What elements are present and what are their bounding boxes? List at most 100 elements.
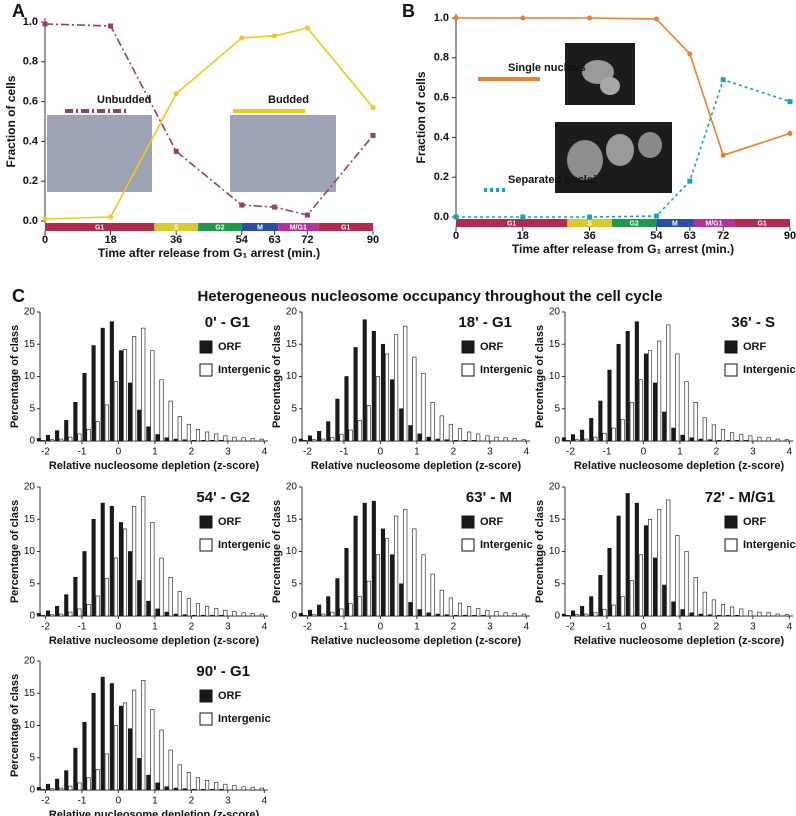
y-axis-label: Fraction of cells xyxy=(414,71,428,163)
x-tick-label: 72 xyxy=(717,230,729,242)
bar xyxy=(689,612,694,617)
bar xyxy=(150,350,155,442)
phase-bar xyxy=(693,219,735,227)
bar xyxy=(467,431,472,442)
y-tick-label: 10 xyxy=(24,720,36,731)
point xyxy=(653,213,659,219)
legend-label: ORF xyxy=(218,341,242,353)
bar xyxy=(584,438,589,442)
x-tick-label: 2 xyxy=(189,622,195,633)
y-tick-label: 0.6 xyxy=(434,92,449,104)
x-tick-label: 0 xyxy=(378,622,384,633)
bar xyxy=(634,502,639,617)
bar xyxy=(702,591,707,617)
bar xyxy=(95,421,100,442)
bar xyxy=(95,769,100,791)
x-tick-label: -2 xyxy=(566,447,575,458)
bar xyxy=(698,438,703,442)
bar xyxy=(362,319,367,442)
bar xyxy=(109,683,114,791)
bar xyxy=(321,438,326,442)
y-tick-label: 0.2 xyxy=(434,171,449,183)
bar xyxy=(339,434,344,442)
bar xyxy=(512,613,517,617)
legend-swatch xyxy=(199,363,213,377)
bar xyxy=(122,528,128,617)
bar xyxy=(259,613,264,617)
bar xyxy=(137,409,142,442)
bar xyxy=(481,615,486,617)
bar xyxy=(150,522,155,617)
y-axis-label: Percentage of class xyxy=(9,500,21,603)
y-axis-label: Fraction of cells xyxy=(4,75,18,167)
panel-title: Heterogeneous nucleosome occupancy throu… xyxy=(197,288,662,305)
x-tick-label: 3 xyxy=(487,447,493,458)
panel-title: 36' - S xyxy=(731,314,775,331)
x-tick-label: 54 xyxy=(650,230,663,242)
bar xyxy=(82,721,87,791)
bar xyxy=(223,435,228,442)
bar xyxy=(317,604,322,617)
bar xyxy=(40,789,45,791)
bar xyxy=(168,400,173,442)
bar xyxy=(684,381,689,442)
bar xyxy=(73,747,78,791)
panel-title: 54' - G2 xyxy=(196,489,250,506)
bar xyxy=(55,778,60,791)
bar xyxy=(59,438,64,442)
bar xyxy=(494,611,499,617)
x-tick-label: -1 xyxy=(602,447,611,458)
x-tick-label: 2 xyxy=(189,447,195,458)
x-tick-label: 63 xyxy=(684,230,696,242)
y-tick-label: 0.4 xyxy=(23,135,39,147)
phase-bar xyxy=(278,223,319,231)
bar xyxy=(186,772,191,791)
phase-bar xyxy=(318,223,373,231)
x-tick-label: -1 xyxy=(339,622,348,633)
bar xyxy=(50,439,55,442)
cell-blob xyxy=(567,140,603,180)
bar xyxy=(439,589,444,617)
bar xyxy=(503,612,508,617)
panel-title: 0' - G1 xyxy=(205,314,250,331)
bar xyxy=(164,611,169,617)
bar xyxy=(210,789,215,791)
bar xyxy=(68,785,73,791)
legend-swatch xyxy=(199,538,213,552)
bar xyxy=(620,419,625,442)
x-tick-label: -2 xyxy=(41,796,50,807)
x-tick-label: 90 xyxy=(367,234,379,246)
bar xyxy=(118,705,123,791)
x-tick-label: 90 xyxy=(784,230,796,242)
point xyxy=(587,214,593,220)
x-tick-label: 0 xyxy=(116,447,122,458)
phase-bar xyxy=(611,219,657,227)
cell-blob xyxy=(638,132,662,158)
x-tick-label: -2 xyxy=(41,447,50,458)
bar xyxy=(707,614,712,617)
bar xyxy=(118,350,123,442)
bar xyxy=(146,426,151,442)
phase-label: S xyxy=(174,224,179,231)
bar xyxy=(113,381,118,442)
bar xyxy=(412,356,417,442)
x-tick-label: 3 xyxy=(487,622,493,633)
x-tick-label: 3 xyxy=(225,796,231,807)
phase-label: G1 xyxy=(95,224,104,231)
bar xyxy=(82,372,87,442)
bar xyxy=(307,435,313,442)
bar xyxy=(100,676,105,791)
x-tick-label: 3 xyxy=(225,622,231,633)
bar xyxy=(735,615,740,617)
x-tick-label: 4 xyxy=(262,622,268,633)
x-tick-label: 4 xyxy=(262,796,268,807)
x-axis-label: Relative nucleosome depletion (z-score) xyxy=(311,635,522,647)
bar xyxy=(40,615,45,617)
y-axis-label: Percentage of class xyxy=(271,325,283,428)
bar xyxy=(629,580,634,617)
bar xyxy=(168,576,173,617)
bar xyxy=(684,551,689,617)
y-axis-label: Percentage of class xyxy=(534,325,546,428)
bar xyxy=(720,429,726,442)
bar xyxy=(50,614,55,617)
